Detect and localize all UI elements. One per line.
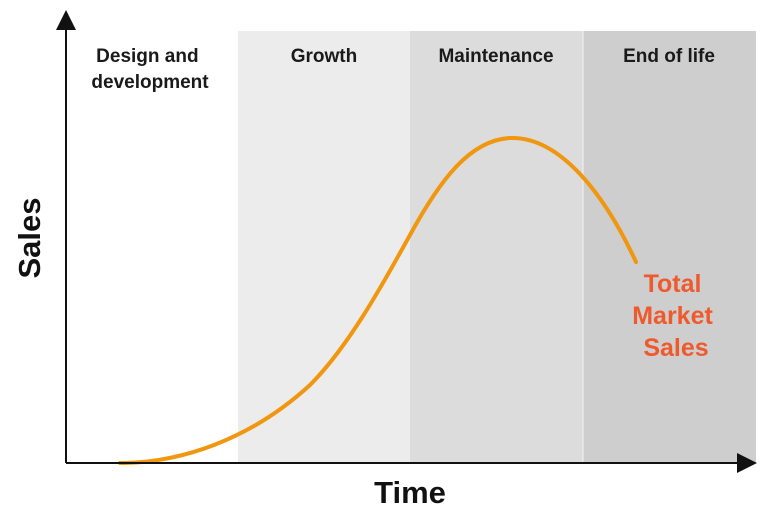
y-axis-arrowhead — [56, 10, 76, 30]
total-market-sales-curve — [118, 135, 638, 465]
phase-label-design: Design and development — [91, 46, 209, 93]
y-axis-label: Sales — [12, 197, 47, 278]
phase-band-growth — [238, 31, 410, 463]
series-label-line-3: Sales — [643, 334, 708, 362]
phase-label-design-line-1: Design and — [96, 46, 198, 67]
series-label-line-1: Total — [644, 270, 702, 298]
x-axis-arrowhead — [737, 453, 757, 473]
phase-label-design-line-2: development — [91, 72, 209, 93]
phase-band-maintenance — [410, 31, 583, 463]
phase-label-end-of-life: End of life — [623, 46, 715, 67]
phase-band-design — [66, 31, 238, 463]
series-label-line-2: Market — [632, 302, 713, 330]
x-axis-label: Time — [374, 475, 446, 510]
phase-label-growth: Growth — [291, 46, 358, 67]
series-label-total-market-sales: Total Market Sales — [632, 270, 720, 362]
phase-band-end-of-life — [583, 31, 756, 463]
phase-label-maintenance: Maintenance — [438, 46, 553, 67]
